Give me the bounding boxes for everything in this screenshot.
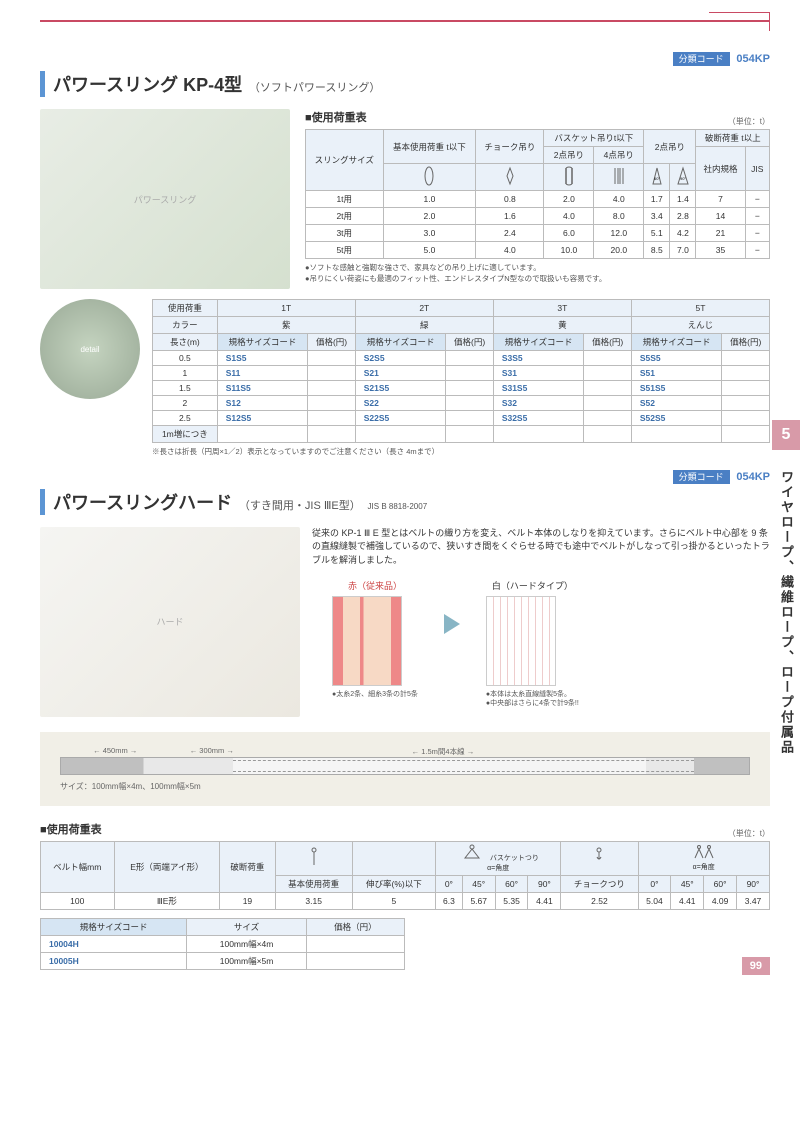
product2-title: パワースリングハード: [53, 493, 232, 513]
top-rule: [40, 20, 770, 22]
arrow-icon: [438, 579, 466, 669]
product2-load-table: ベルト幅mm E形（両端アイ形） 破断荷重 バスケットつり α=角度 α=角度 …: [40, 841, 770, 910]
basket-lift-icon: バスケットつり α=角度: [436, 841, 561, 875]
table-row: 0.5S1S5S2S5S3S5S5S5: [153, 351, 770, 366]
table-row: 1.5S11S5S21S5S31S5S51S5: [153, 381, 770, 396]
spec-note: ※長さは折長（円周×1／2）表示となっていますのでご注意ください（長さ 4mまで…: [152, 447, 770, 458]
compare-hard: 白（ハードタイプ） ●本体は太糸直線縫製5条。 ●中央部はさらに4条で計9条!!: [486, 579, 579, 708]
product1-detail-image: detail: [40, 299, 140, 399]
table-row: 3t用3.02.46.012.05.14.221−: [306, 225, 770, 242]
red-swatch: [332, 596, 402, 686]
table-row: 1S11S21S31S51: [153, 366, 770, 381]
vertical-lift-icon: [275, 841, 352, 875]
table-row: 1t用1.00.82.04.01.71.47−: [306, 191, 770, 208]
product1-load-table: スリングサイズ 基本使用荷重 t以下 チョーク吊り バスケット吊りt以下 2点吊…: [305, 129, 770, 259]
code-value: 054KP: [732, 53, 770, 65]
sling-2pt-a-icon: 60°: [644, 164, 670, 191]
load-table-label: ■使用荷重表: [305, 109, 367, 125]
table-row: 5t用5.04.010.020.08.57.035−: [306, 242, 770, 259]
code-label: 分類コード: [673, 52, 730, 66]
section-title-vertical: ワイヤロープ、繊維ロープ、ロープ付属品: [777, 470, 796, 755]
product2-title-bar: パワースリングハード （すき間用・JIS ⅢE型） JIS B 8818-200…: [40, 489, 770, 515]
svg-text:90°: 90°: [680, 176, 686, 181]
compare-conventional: 赤（従来品） ●太糸2条、細糸3条の計5条: [332, 579, 418, 708]
product2-subtitle: （すき間用・JIS ⅢE型）: [239, 500, 361, 512]
product1-title: パワースリング KP-4型: [53, 75, 242, 95]
classification-code-2: 分類コード 054KP: [40, 470, 770, 483]
sling-2pt-b-icon: 90°: [670, 164, 696, 191]
table-row: 10005H100mm幅×5m: [41, 952, 405, 969]
svg-text:60°: 60°: [654, 176, 660, 181]
table-row: 10004H100mm幅×4m: [41, 935, 405, 952]
choke-lift-icon: [561, 841, 638, 875]
product1-subtitle: （ソフトパワースリング）: [249, 82, 380, 94]
double-lift-icon: α=角度: [638, 841, 770, 875]
sling-vertical-icon: [383, 164, 476, 191]
product2-image: ハード: [40, 527, 300, 717]
white-swatch: [486, 596, 556, 686]
table-row: 2S12S22S32S52: [153, 396, 770, 411]
product1-image: パワースリング: [40, 109, 290, 289]
load-table2-label: ■使用荷重表: [40, 821, 102, 837]
dimension-diagram: ← 450mm → ← 300mm → ← 1.5m間4本線 → サイズ：100…: [40, 732, 770, 806]
table-row: 2t用2.01.64.08.03.42.814−: [306, 208, 770, 225]
product1-title-bar: パワースリング KP-4型 （ソフトパワースリング）: [40, 71, 770, 97]
page-number: 99: [742, 957, 770, 975]
section-tab: 5: [772, 420, 800, 450]
product1-spec-table: 使用荷重 1T 2T 3T 5T カラー 紫 緑 黄 えんじ 長さ(m) 規格サ…: [152, 299, 770, 443]
sling-basket2-icon: [544, 164, 594, 191]
table-row: 2.5S12S5S22S5S32S5S52S5: [153, 411, 770, 426]
sling-choke-icon: [476, 164, 544, 191]
product2-standard: JIS B 8818-2007: [368, 502, 428, 511]
diagram-caption: サイズ：100mm幅×4m、100mm幅×5m: [60, 781, 750, 792]
product1-notes: ●ソフトな感触と強靭な強さで、家具などの吊り上げに適しています。●吊りにくい荷姿…: [305, 263, 770, 284]
sling-basket4-icon: [594, 164, 644, 191]
product2-description: 従来の KP-1 Ⅲ E 型とはベルトの織り方を変え、ベルト本体のしなりを抑えて…: [312, 527, 770, 568]
classification-code: 分類コード 054KP: [40, 52, 770, 65]
unit-label: （単位：t）: [728, 116, 770, 127]
product2-size-table: 規格サイズコード サイズ 価格（円） 10004H100mm幅×4m10005H…: [40, 918, 405, 970]
